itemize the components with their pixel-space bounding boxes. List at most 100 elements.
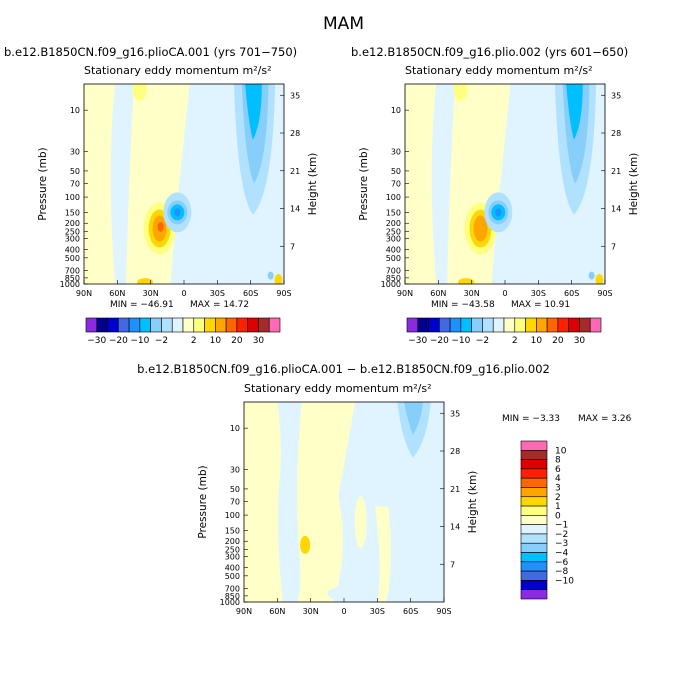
colorbar-box <box>520 570 548 581</box>
y-tick-label: 250 <box>65 228 80 237</box>
y-tick-label: 70 <box>391 180 401 189</box>
colorbar-label: 4 <box>555 474 561 484</box>
y-tick-label: 700 <box>65 267 80 276</box>
surface-pos <box>137 278 154 284</box>
y-tick-label: 1000 <box>381 280 401 289</box>
y-tick-label: 100 <box>225 511 240 520</box>
colorbar-label: −10 <box>555 576 574 586</box>
y-tick-label: 200 <box>65 219 80 228</box>
y2-tick-label: 14 <box>611 205 621 214</box>
colorbar-box <box>536 317 548 333</box>
colorbar-box <box>514 317 526 333</box>
colorbar-label: 1 <box>555 502 561 512</box>
colorbar-box <box>568 317 580 333</box>
panel-diff-max: MAX = 3.26 <box>578 414 632 424</box>
y2-tick-label: 35 <box>290 91 300 100</box>
sh-jet-level3 <box>566 84 583 140</box>
colorbar-box <box>492 317 505 333</box>
y2-axis-title: Height (km) <box>467 471 479 534</box>
colorbar-label: 0 <box>555 511 561 521</box>
y2-tick-label: 7 <box>450 560 455 569</box>
y2-axis-title: Height (km) <box>628 153 640 216</box>
y2-tick-label: 14 <box>290 205 300 214</box>
x-tick-label: 60S <box>243 289 258 298</box>
x-tick-label: 60S <box>564 289 579 298</box>
y-tick-label: 100 <box>386 193 401 202</box>
colorbar-box <box>546 317 559 333</box>
y-tick-label: 400 <box>65 245 80 254</box>
equatorial-neg-4 <box>174 208 181 217</box>
y-tick-label: 1000 <box>60 280 80 289</box>
x-tick-label: 90N <box>76 289 92 298</box>
y2-tick-label: 21 <box>290 167 300 176</box>
panel-2-subtitle: Stationary eddy momentum m²/s² <box>405 64 593 77</box>
colorbar-box <box>139 317 151 333</box>
y2-tick-label: 35 <box>450 409 460 418</box>
colorbar-box <box>471 317 483 333</box>
colorbar-label: −10 <box>451 336 470 346</box>
y-tick-label: 250 <box>386 228 401 237</box>
colorbar-label: −3 <box>555 539 568 549</box>
x-tick-label: 90S <box>597 289 612 298</box>
colorbar-label: 30 <box>574 336 586 346</box>
panel-0-field <box>84 84 284 284</box>
colorbar-box <box>85 317 98 333</box>
y-tick-label: 50 <box>230 485 240 494</box>
colorbar-box <box>193 317 205 333</box>
nh-top-positive <box>132 84 147 101</box>
x-tick-label: 90S <box>436 607 451 616</box>
surface-neg-sh <box>267 271 274 280</box>
colorbar-box <box>215 317 227 333</box>
colorbar-box <box>520 449 548 460</box>
panel-diff-title: b.e12.B1850CN.f09_g16.plioCA.001 − b.e12… <box>137 362 550 376</box>
panel-2-title: b.e12.B1850CN.f09_g16.plio.002 (yrs 601−… <box>351 45 629 59</box>
x-tick-label: 30S <box>370 607 385 616</box>
y-tick-label: 1000 <box>220 598 240 607</box>
panel-diff-subtitle: Stationary eddy momentum m²/s² <box>244 382 432 395</box>
panel-1-max: MAX = 14.72 <box>190 300 250 310</box>
y-axis-title: Pressure (mb) <box>37 147 49 220</box>
colorbar-box <box>579 317 591 333</box>
y2-axis-title: Height (km) <box>307 153 319 216</box>
x-tick-label: 90S <box>276 289 291 298</box>
colorbar-box <box>449 317 462 333</box>
colorbar-box <box>520 515 548 525</box>
y-tick-label: 500 <box>386 254 401 263</box>
sh-positive-strip <box>375 506 391 602</box>
colorbar-box <box>520 533 548 544</box>
colorbar-label: 8 <box>555 456 561 466</box>
colorbar-label: −30 <box>87 336 106 346</box>
colorbar-label: −20 <box>109 336 128 346</box>
colorbar-label: −10 <box>130 336 149 346</box>
colorbar-label: 2 <box>191 336 197 346</box>
y-tick-label: 850 <box>225 592 240 601</box>
colorbar-label: −2 <box>476 336 489 346</box>
colorbar-label: −6 <box>555 558 569 568</box>
x-tick-label: 60S <box>403 607 418 616</box>
y-tick-label: 500 <box>65 254 80 263</box>
y-tick-label: 150 <box>225 526 240 535</box>
colorbar-box <box>525 317 537 333</box>
nh-negative-band <box>277 402 302 602</box>
colorbar-box <box>204 317 216 333</box>
colorbar-label: 30 <box>253 336 265 346</box>
panel-diff-min: MIN = −3.33 <box>502 414 560 424</box>
colorbar-box <box>128 317 141 333</box>
colorbar-box <box>520 487 548 498</box>
colorbar-label: 2 <box>555 493 561 503</box>
equatorial-neg-4 <box>495 208 502 217</box>
y2-tick-label: 21 <box>450 485 460 494</box>
y-tick-label: 700 <box>225 585 240 594</box>
figure-title: MAM <box>323 14 364 34</box>
x-tick-label: 30N <box>143 289 159 298</box>
colorbar-box <box>247 317 259 333</box>
colorbar-box <box>520 580 548 591</box>
colorbar-label: −8 <box>555 567 569 577</box>
colorbar-box <box>96 317 108 333</box>
y-tick-label: 200 <box>225 537 240 546</box>
y2-tick-label: 7 <box>290 242 295 251</box>
x-tick-label: 0 <box>181 289 186 298</box>
x-tick-label: 30N <box>464 289 480 298</box>
surface-neg <box>327 585 372 602</box>
y2-tick-label: 28 <box>290 129 300 138</box>
